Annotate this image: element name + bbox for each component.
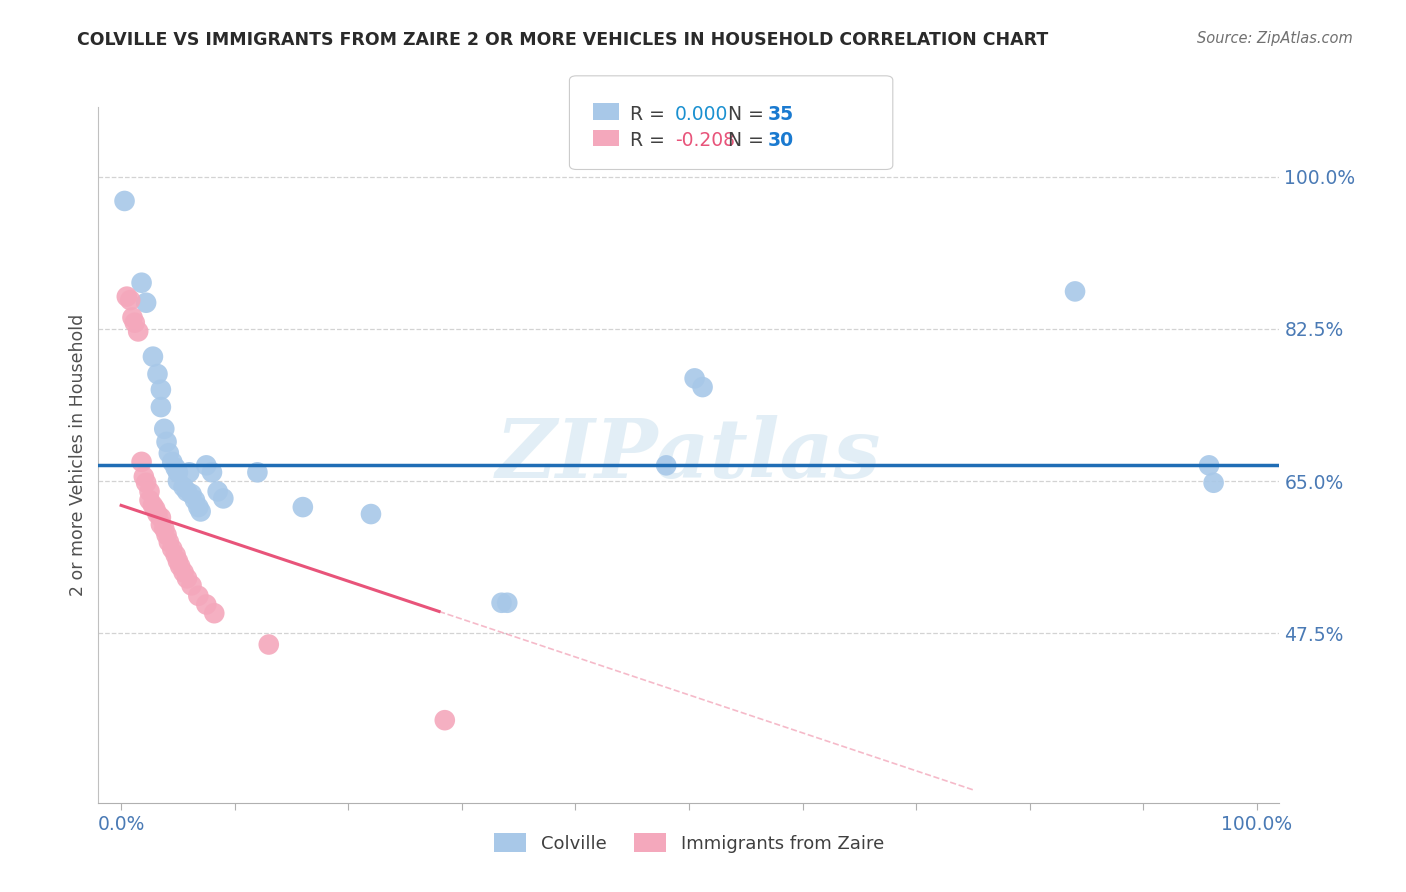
Text: 0.000: 0.000 [675,104,728,124]
Point [360,507,382,521]
Point [114,194,136,208]
Point [692,380,714,394]
Point [149,400,172,414]
Point [207,484,229,499]
Point [146,507,169,521]
Point [157,535,180,549]
Text: -0.208: -0.208 [675,131,735,151]
Point [291,500,314,514]
Legend: Colville, Immigrants from Zaire: Colville, Immigrants from Zaire [486,826,891,860]
Point [167,554,190,568]
Point [167,465,190,479]
Point [135,295,157,310]
Point [246,465,269,479]
Point [143,501,166,516]
Text: R =: R = [630,131,671,151]
Point [257,638,280,652]
Point [190,504,212,518]
Point [155,528,177,542]
Text: 30: 30 [768,131,794,151]
Point [121,310,143,325]
Point [162,541,183,556]
Text: N =: N = [728,131,770,151]
Text: COLVILLE VS IMMIGRANTS FROM ZAIRE 2 OR MORE VEHICLES IN HOUSEHOLD CORRELATION CH: COLVILLE VS IMMIGRANTS FROM ZAIRE 2 OR M… [77,31,1049,49]
Point [162,455,183,469]
Text: Source: ZipAtlas.com: Source: ZipAtlas.com [1197,31,1353,46]
Text: ZIPatlas: ZIPatlas [496,415,882,495]
Point [138,484,160,499]
Text: N =: N = [728,104,770,124]
Y-axis label: 2 or more Vehicles in Household: 2 or more Vehicles in Household [69,314,87,596]
Point [149,510,172,524]
Point [169,559,191,574]
Point [157,446,180,460]
Text: R =: R = [630,104,671,124]
Point [180,578,202,592]
Point [179,465,201,479]
Point [120,293,142,307]
Point [212,491,235,506]
Text: 35: 35 [768,104,794,124]
Point [655,458,678,473]
Point [201,465,224,479]
Point [1064,285,1087,299]
Point [115,290,138,304]
Point [1198,458,1220,473]
Point [195,598,218,612]
Point [131,276,153,290]
Point [433,713,456,727]
Point [683,371,706,385]
Point [142,350,165,364]
Point [202,606,225,620]
Point [138,493,160,508]
Point [187,500,209,514]
Point [491,596,513,610]
Point [1202,475,1225,490]
Point [153,522,176,536]
Point [173,566,195,580]
Point [176,484,198,499]
Point [127,325,149,339]
Point [187,589,209,603]
Point [165,461,187,475]
Point [173,480,195,494]
Point [165,548,187,562]
Point [149,517,172,532]
Point [496,596,519,610]
Point [155,434,177,449]
Point [167,474,190,488]
Point [176,571,198,585]
Point [180,487,202,501]
Point [149,383,172,397]
Point [153,422,176,436]
Point [132,469,155,483]
Point [195,458,218,473]
Point [131,455,153,469]
Point [146,367,169,381]
Point [184,493,207,508]
Point [135,475,157,490]
Point [142,499,165,513]
Point [124,316,146,330]
